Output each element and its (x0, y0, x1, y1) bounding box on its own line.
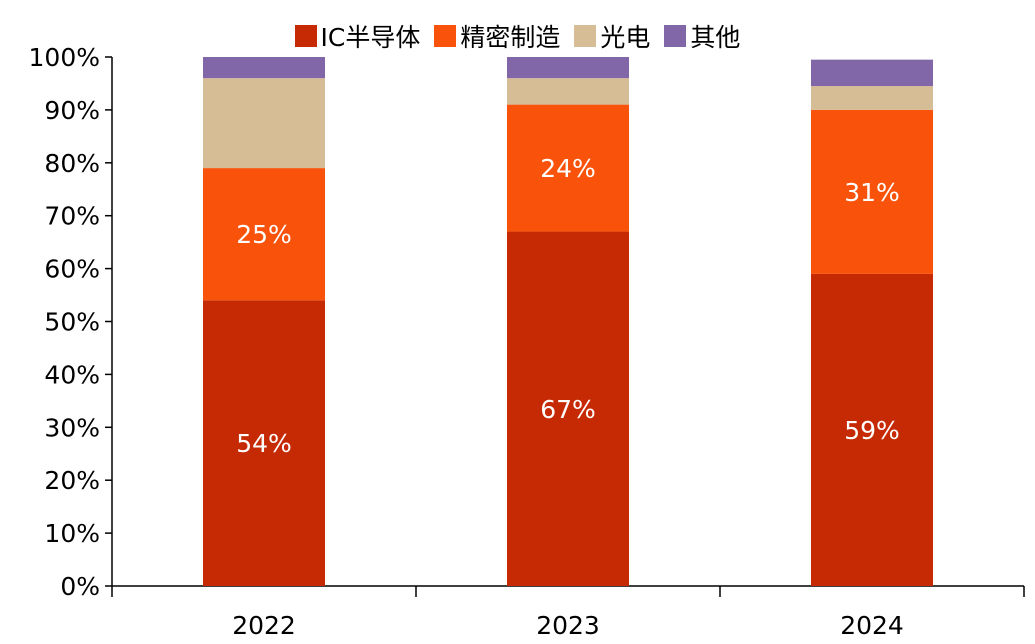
y-tick-label: 40% (44, 360, 100, 389)
data-label: 31% (844, 178, 900, 207)
bar-segment-2022-1 (203, 168, 325, 301)
bar-segment-2024-0 (811, 273, 933, 586)
data-label: 24% (540, 154, 596, 183)
data-label: 67% (540, 395, 596, 424)
y-tick-label: 10% (44, 519, 100, 548)
bar-segment-2023-3 (507, 57, 629, 79)
bar-segment-2024-3 (811, 59, 933, 87)
data-label: 59% (844, 416, 900, 445)
y-tick-label: 100% (29, 43, 100, 72)
bar-segment-2022-2 (203, 78, 325, 169)
bar-segment-2023-0 (507, 231, 629, 586)
y-tick-label: 50% (44, 308, 100, 337)
bar-segment-2022-0 (203, 300, 325, 586)
legend-label-ic-semiconductor: IC半导体 (320, 23, 421, 52)
bar-segment-2024-2 (811, 86, 933, 110)
y-tick-label: 0% (60, 572, 100, 601)
data-label: 25% (236, 220, 292, 249)
legend-label-precision-manufacturing: 精密制造 (460, 23, 561, 52)
bar-segment-2022-3 (203, 57, 325, 79)
x-tick-label: 2024 (840, 611, 904, 640)
legend-item-other: 其他 (664, 18, 740, 54)
legend-label-other: 其他 (690, 23, 741, 52)
legend-item-ic-semiconductor: IC半导体 (294, 18, 421, 54)
bar-segment-2023-1 (507, 104, 629, 232)
y-tick-label: 30% (44, 413, 100, 442)
legend-item-optoelectronics: 光电 (574, 18, 650, 54)
legend-item-precision-manufacturing: 精密制造 (434, 18, 560, 54)
y-tick-label: 70% (44, 202, 100, 231)
y-tick-label: 20% (44, 466, 100, 495)
y-tick-label: 80% (44, 149, 100, 178)
x-tick-label: 2023 (536, 611, 600, 640)
legend-swatch-precision-manufacturing (434, 25, 457, 47)
bar-segment-2024-1 (811, 109, 933, 274)
data-label: 54% (236, 429, 292, 458)
x-tick-label: 2022 (232, 611, 296, 640)
legend-swatch-optoelectronics (574, 25, 597, 47)
legend-label-optoelectronics: 光电 (600, 23, 651, 52)
bar-segment-2023-2 (507, 78, 629, 105)
legend: IC半导体 精密制造 光电 其他 (0, 18, 1035, 54)
y-tick-label: 90% (44, 96, 100, 125)
legend-swatch-ic-semiconductor (294, 25, 317, 47)
y-tick-label: 60% (44, 255, 100, 284)
legend-swatch-other (664, 25, 687, 47)
